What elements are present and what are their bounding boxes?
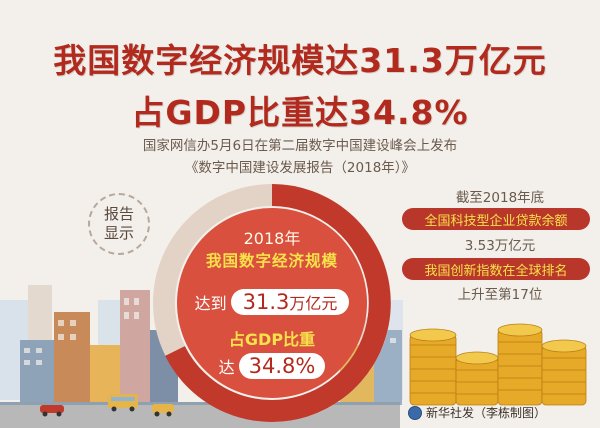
reach-prefix: 达到 xyxy=(194,294,227,313)
info-date: 截至2018年底 xyxy=(455,190,545,206)
coin-stacks xyxy=(409,323,587,406)
xinhua-logo-icon xyxy=(408,405,422,420)
car-icon xyxy=(40,405,64,417)
donut-ring xyxy=(153,184,391,422)
credit: 新华社发（李栋制图） xyxy=(408,404,546,421)
subtitle-line-2: 《数字中国建设发展报告（2018年）》 xyxy=(184,160,416,176)
ratio-value: 34.8% xyxy=(248,354,316,378)
badge-line-2: 显示 xyxy=(103,224,134,242)
ratio-value-pill: 34.8% xyxy=(238,353,326,379)
digital-economy-scale-label: 我国数字经济规模 xyxy=(205,252,338,270)
subtitle-line-1: 国家网信办5月6日在第二届数字中国建设峰会上发布 xyxy=(142,138,458,154)
info-loan-value: 3.53万亿元 xyxy=(464,238,536,254)
credit-text: 新华社发（李栋制图） xyxy=(426,406,547,420)
donut-year: 2018年 xyxy=(243,229,301,248)
info-loan-label: 全国科技型企业贷款余额 xyxy=(402,208,590,230)
badge-line-1: 报告 xyxy=(103,205,134,223)
main-title-line-2: 占GDP比重达34.8% xyxy=(131,93,469,132)
donut-panel: 2018年 我国数字经济规模 达到 31.3 万亿元 占GDP比重 达 34.8… xyxy=(162,193,382,413)
scale-value-row: 达到 31.3 万亿元 xyxy=(172,289,372,315)
main-title-line-1: 我国数字经济规模达31.3万亿元 xyxy=(53,41,547,80)
report-badge: 报告 显示 xyxy=(88,193,150,255)
scale-value: 31.3 xyxy=(242,290,290,314)
bus-icon xyxy=(108,394,138,412)
ratio-value-row: 达 34.8% xyxy=(182,353,362,379)
car-icon xyxy=(152,404,174,417)
scale-unit: 万亿元 xyxy=(289,294,338,313)
info-rank-label: 我国创新指数在全球排名 xyxy=(402,258,590,280)
scale-value-pill: 31.3 万亿元 xyxy=(230,289,350,315)
gdp-ratio-label: 占GDP比重 xyxy=(228,330,316,349)
info-rank-value: 上升至第17位 xyxy=(457,287,543,303)
ratio-prefix: 达 xyxy=(218,358,235,377)
